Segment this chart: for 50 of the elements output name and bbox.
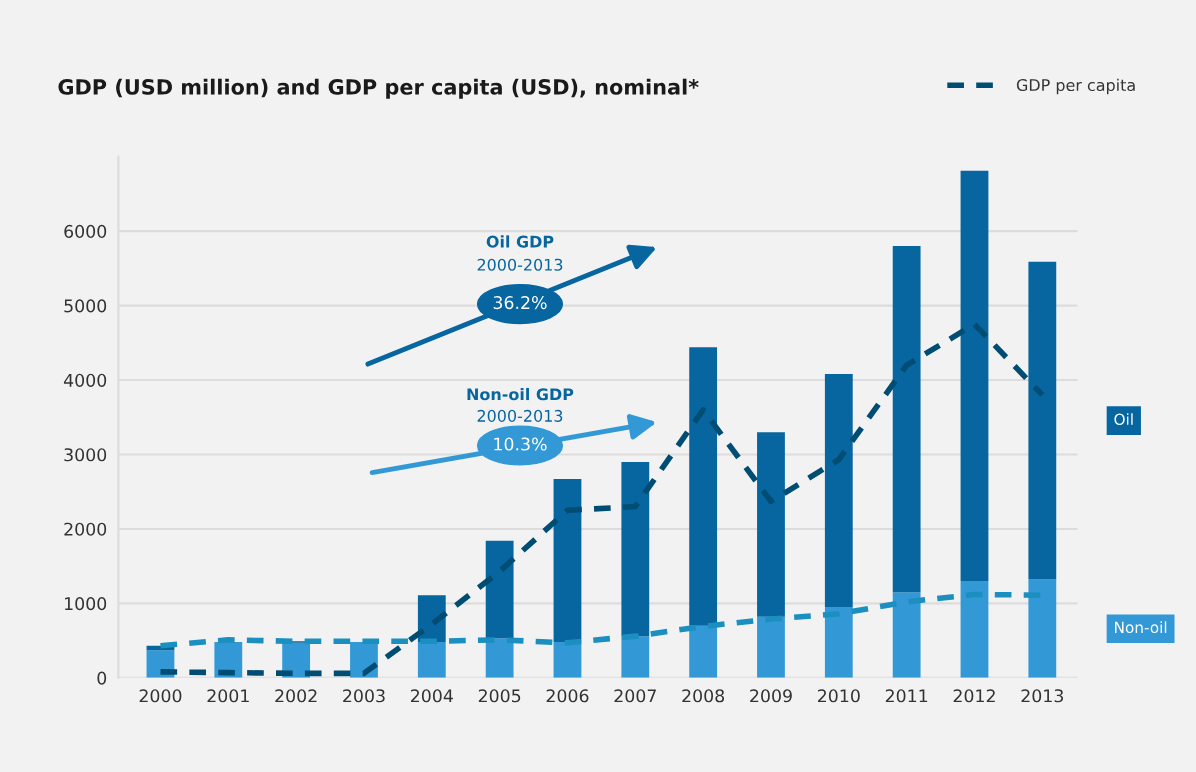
y-tick-label: 3000 xyxy=(64,448,107,462)
bar xyxy=(1028,579,1057,678)
bar xyxy=(892,592,921,678)
x-tick-label: 2012 xyxy=(953,689,995,703)
x-tick-label: 2008 xyxy=(682,689,725,703)
annotation: Oil GDP xyxy=(486,235,554,248)
x-tick-label: 2005 xyxy=(478,689,521,703)
x-tick-label: 2013 xyxy=(1021,689,1064,703)
bar xyxy=(892,246,921,593)
bar xyxy=(621,636,650,678)
y-tick-label: 6000 xyxy=(64,224,107,238)
x-tick-label: 2011 xyxy=(885,689,928,703)
bar xyxy=(485,540,514,639)
x-tick-label: 2007 xyxy=(614,689,656,703)
x-tick-label: 2006 xyxy=(546,689,589,703)
x-tick-label: 2003 xyxy=(343,689,385,703)
y-tick-label: 1000 xyxy=(65,597,107,611)
bar xyxy=(824,607,853,678)
y-tick-label: 4000 xyxy=(63,373,107,387)
annotation: 10.3% xyxy=(494,437,547,451)
x-tick-label: 2010 xyxy=(818,689,860,703)
annotation: 2000-2013 xyxy=(477,258,563,271)
bar xyxy=(757,616,785,678)
y-tick-label: 0 xyxy=(97,671,107,685)
bar xyxy=(960,581,989,678)
legend-label: GDP per capita xyxy=(1016,78,1135,95)
bar xyxy=(689,347,718,626)
bar xyxy=(757,432,785,617)
bar xyxy=(485,638,514,678)
y-tick-label: 5000 xyxy=(64,299,107,313)
annotation: Non-oil GDP xyxy=(467,387,574,401)
bar xyxy=(553,479,582,643)
bar xyxy=(621,461,650,637)
text: Non-oil xyxy=(1115,621,1167,634)
text: Oil xyxy=(1114,413,1133,426)
annotation: 2000-2013 xyxy=(477,409,563,422)
x-tick-label: 2000 xyxy=(139,689,182,703)
chart-title: GDP (USD million) and GDP per capita (USD), nominal* xyxy=(58,78,699,99)
annotation: 36.2% xyxy=(493,296,547,310)
y-tick-label: 2000 xyxy=(64,522,107,536)
x-tick-label: 2004 xyxy=(410,689,453,703)
bar xyxy=(1028,261,1057,580)
x-tick-label: 2002 xyxy=(275,689,317,703)
bar xyxy=(417,642,446,678)
bar xyxy=(553,642,582,678)
bar xyxy=(960,170,989,582)
bar xyxy=(824,374,853,608)
x-tick-label: 2009 xyxy=(750,689,792,703)
bar xyxy=(689,625,718,678)
x-tick-label: 2001 xyxy=(207,689,249,703)
